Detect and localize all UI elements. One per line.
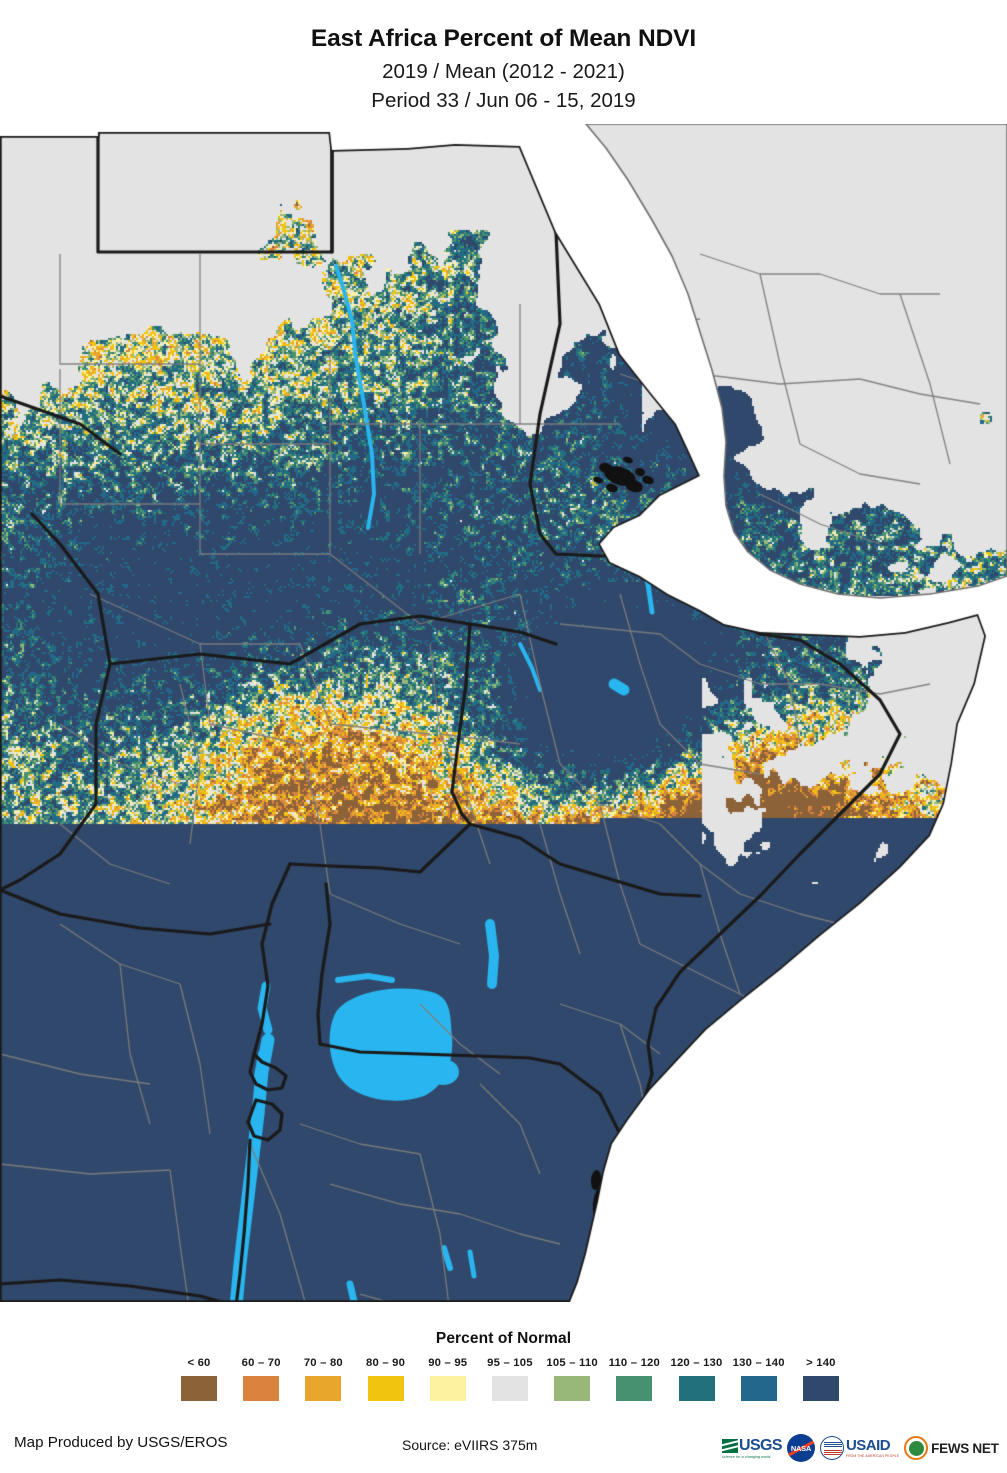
- usgs-tagline: science for a changing world: [722, 1454, 771, 1459]
- usgs-logo: USGS science for a changing world: [722, 1436, 783, 1459]
- map-header: East Africa Percent of Mean NDVI 2019 / …: [0, 0, 1007, 122]
- usaid-tagline: FROM THE AMERICAN PEOPLE: [845, 1454, 900, 1458]
- usgs-wave-icon: [722, 1438, 738, 1453]
- legend-color-swatch: [243, 1376, 280, 1401]
- legend-color-swatch: [554, 1376, 591, 1401]
- map-subtitle-date-range: Period 33 / Jun 06 - 15, 2019: [371, 89, 636, 113]
- ndvi-raster-map[interactable]: [0, 124, 1007, 1302]
- legend-title: Percent of Normal: [435, 1330, 572, 1347]
- legend-item[interactable]: 120 – 130: [666, 1357, 728, 1401]
- legend-color-swatch: [367, 1376, 404, 1401]
- legend-item[interactable]: 90 – 95: [417, 1357, 479, 1401]
- usgs-wordmark: USGS: [739, 1436, 783, 1454]
- legend-item[interactable]: > 140: [790, 1357, 852, 1401]
- legend-item-label: 60 – 70: [241, 1357, 281, 1369]
- legend-item[interactable]: 60 – 70: [230, 1357, 292, 1401]
- legend-item-label: 95 – 105: [487, 1357, 533, 1369]
- legend-color-swatch: [181, 1376, 217, 1401]
- map-subtitle-period-mean: 2019 / Mean (2012 - 2021): [382, 59, 625, 83]
- legend: Percent of Normal < 60 60 – 70 70 – 80 80 –…: [0, 1330, 1007, 1422]
- legend-item-label: > 140: [806, 1357, 836, 1369]
- legend-item-label: 105 – 110: [546, 1357, 598, 1369]
- legend-item-label: 120 – 130: [670, 1357, 723, 1369]
- legend-item[interactable]: 95 – 105: [479, 1357, 541, 1401]
- usaid-seal-icon: [819, 1436, 844, 1460]
- legend-item-label: 80 – 90: [366, 1357, 406, 1369]
- legend-color-swatch: [678, 1376, 715, 1401]
- legend-item[interactable]: 110 – 120: [603, 1357, 665, 1401]
- legend-item-label: < 60: [187, 1357, 211, 1369]
- fews-globe-icon: [904, 1436, 929, 1460]
- legend-items: < 60 60 – 70 70 – 80 80 – 90 90 – 95 95 – 105…: [168, 1357, 852, 1401]
- data-source-credit: Source: eVIIRS 375m: [402, 1437, 538, 1453]
- page-title: East Africa Percent of Mean NDVI: [310, 25, 697, 52]
- fews-net-logo: FEWS NET: [904, 1436, 999, 1460]
- legend-color-swatch: [429, 1376, 466, 1401]
- legend-item[interactable]: 105 – 110: [541, 1357, 603, 1401]
- legend-item[interactable]: < 60: [168, 1357, 230, 1401]
- legend-color-swatch: [740, 1376, 777, 1401]
- nasa-logo: NASA: [786, 1434, 815, 1462]
- legend-item[interactable]: 80 – 90: [355, 1357, 417, 1401]
- legend-item-label: 70 – 80: [303, 1357, 343, 1369]
- map-canvas-container[interactable]: [0, 124, 1007, 1302]
- legend-color-swatch: [616, 1376, 653, 1401]
- map-footer: Map Produced by USGS/EROS Source: eVIIRS…: [0, 1428, 1007, 1473]
- producer-credit: Map Produced by USGS/EROS: [14, 1434, 228, 1451]
- legend-color-swatch: [491, 1376, 528, 1401]
- usaid-logo: USAID FROM THE AMERICAN PEOPLE: [819, 1436, 900, 1460]
- legend-item[interactable]: 130 – 140: [728, 1357, 790, 1401]
- legend-item-label: 130 – 140: [732, 1357, 785, 1369]
- usaid-wordmark: USAID: [845, 1437, 891, 1454]
- legend-item-label: 90 – 95: [428, 1357, 468, 1369]
- legend-color-swatch: [305, 1376, 342, 1401]
- logo-strip: USGS science for a changing world NASA U…: [722, 1431, 999, 1465]
- nasa-wordmark: NASA: [790, 1443, 811, 1453]
- fews-net-wordmark: FEWS NET: [931, 1440, 999, 1456]
- legend-color-swatch: [802, 1376, 839, 1401]
- legend-item[interactable]: 70 – 80: [292, 1357, 354, 1401]
- legend-item-label: 110 – 120: [608, 1357, 661, 1369]
